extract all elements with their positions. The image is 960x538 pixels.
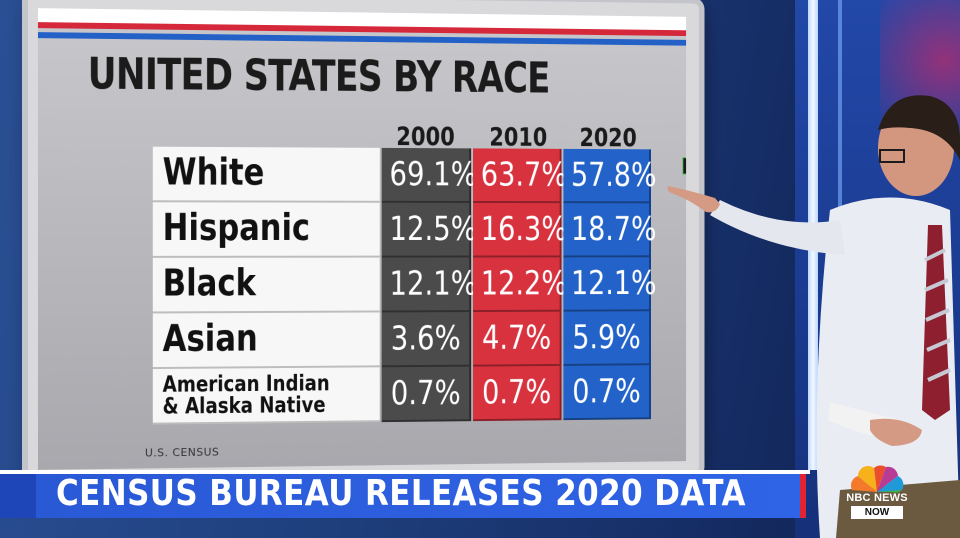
row-label-black: Black bbox=[153, 258, 380, 314]
cell-white-2010: 63.7% bbox=[473, 148, 561, 203]
row-label-text-line2: & Alaska Native bbox=[163, 395, 326, 418]
board-display: UNITED STATES BY RACE 2000 2010 2020 Whi… bbox=[38, 8, 686, 470]
cell-white-2020: 57.8% bbox=[563, 149, 651, 203]
row-label-text: White bbox=[163, 151, 265, 194]
cell-white-2000: 69.1% bbox=[382, 148, 471, 203]
cell-black-2010: 12.2% bbox=[473, 257, 561, 312]
cell-hispanic-2010: 16.3% bbox=[473, 203, 561, 258]
lower-third-left-edge bbox=[0, 474, 36, 518]
row-label-hispanic: Hispanic bbox=[153, 202, 380, 258]
source-label: U.S. CENSUS bbox=[145, 446, 219, 460]
row-label-american-indian: American Indian & Alaska Native bbox=[153, 367, 380, 424]
cell-asian-2000: 3.6% bbox=[382, 312, 471, 367]
cell-asian-2010: 4.7% bbox=[473, 312, 561, 367]
lower-third-headline: CENSUS BUREAU RELEASES 2020 DATA bbox=[56, 472, 746, 516]
cell-american-indian-2010: 0.7% bbox=[473, 366, 561, 421]
network-logo-subtext: NOW bbox=[851, 506, 903, 519]
cell-hispanic-2000: 12.5% bbox=[382, 203, 471, 258]
lower-third: CENSUS BUREAU RELEASES 2020 DATA bbox=[0, 470, 810, 520]
cell-black-2000: 12.1% bbox=[382, 257, 471, 312]
cell-hispanic-2020: 18.7% bbox=[563, 203, 651, 257]
row-label-text: Hispanic bbox=[163, 206, 310, 249]
cell-black-2020: 12.1% bbox=[563, 257, 651, 311]
row-label-text: Asian bbox=[163, 317, 258, 360]
cell-american-indian-2020: 0.7% bbox=[563, 365, 651, 420]
cell-american-indian-2000: 0.7% bbox=[382, 367, 471, 423]
row-label-asian: Asian bbox=[153, 312, 380, 369]
display-screen: UNITED STATES BY RACE 2000 2010 2020 Whi… bbox=[28, 0, 699, 482]
row-label-white: White bbox=[153, 147, 380, 203]
row-label-text: Black bbox=[163, 262, 256, 305]
network-logo-text: NBC NEWS bbox=[838, 492, 916, 504]
cell-asian-2020: 5.9% bbox=[563, 311, 651, 366]
lower-third-red-tick bbox=[800, 474, 806, 518]
board-title: UNITED STATES BY RACE bbox=[88, 49, 550, 104]
